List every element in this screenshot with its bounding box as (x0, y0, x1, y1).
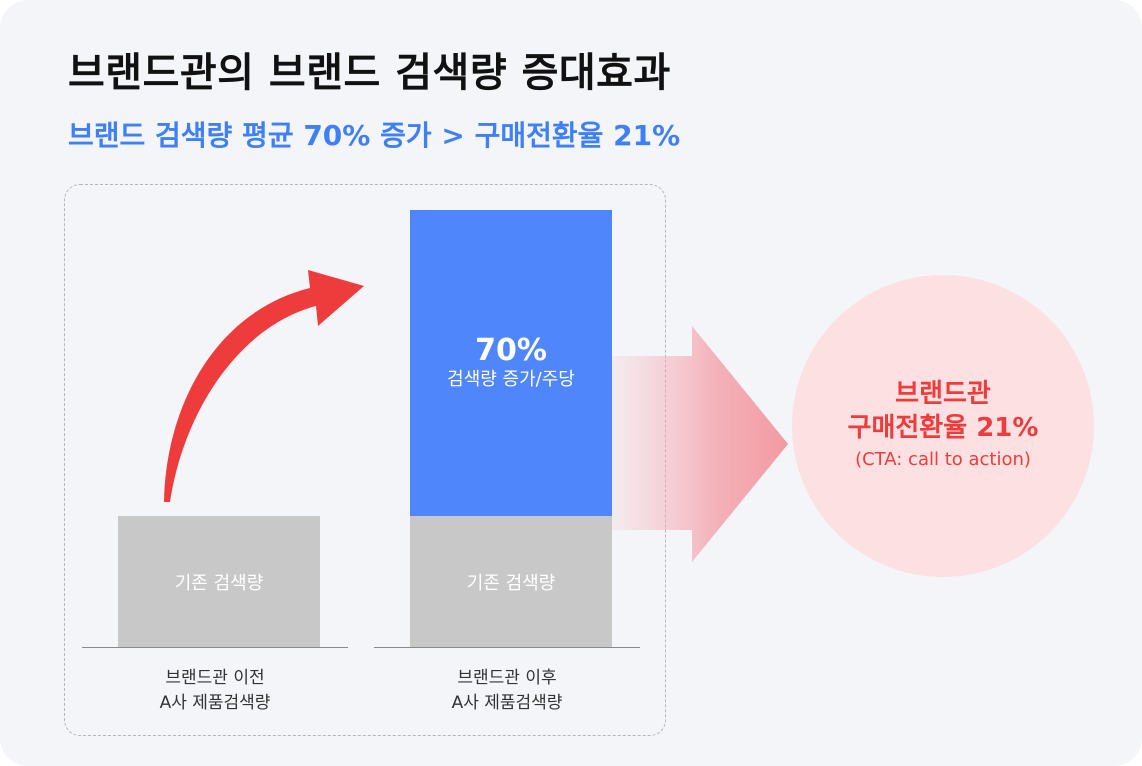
before-bar: 기존 검색량 (118, 516, 320, 647)
before-caption-line1: 브랜드관 이전 (165, 668, 265, 688)
after-baseline (374, 647, 640, 648)
after-base-bar: 기존 검색량 (410, 516, 612, 647)
result-circle: 브랜드관 구매전환율 21% (CTA: call to action) (792, 275, 1094, 577)
before-baseline (82, 647, 348, 648)
result-line2: 구매전환율 21% (847, 413, 1039, 443)
result-line1: 브랜드관 (895, 379, 991, 409)
page-subtitle: 브랜드 검색량 평균 70% 증가 > 구매전환율 21% (68, 119, 681, 152)
increase-label: 검색량 증가/주당 (447, 369, 575, 390)
result-line3: (CTA: call to action) (855, 449, 1031, 470)
result-arrow-icon (612, 326, 788, 562)
before-caption: 브랜드관 이전 A사 제품검색량 (82, 666, 348, 716)
before-caption-line2: A사 제품검색량 (159, 693, 271, 713)
after-increase-bar: 70% 검색량 증가/주당 (410, 210, 612, 516)
after-caption-line1: 브랜드관 이후 (457, 668, 557, 688)
before-bar-label: 기존 검색량 (174, 572, 264, 594)
after-caption-line2: A사 제품검색량 (451, 693, 563, 713)
page-title: 브랜드관의 브랜드 검색량 증대효과 (68, 50, 671, 96)
after-caption: 브랜드관 이후 A사 제품검색량 (374, 666, 640, 716)
curved-increase-arrow-icon (164, 270, 364, 502)
increase-value: 70% (475, 333, 547, 368)
after-base-bar-label: 기존 검색량 (466, 572, 556, 594)
